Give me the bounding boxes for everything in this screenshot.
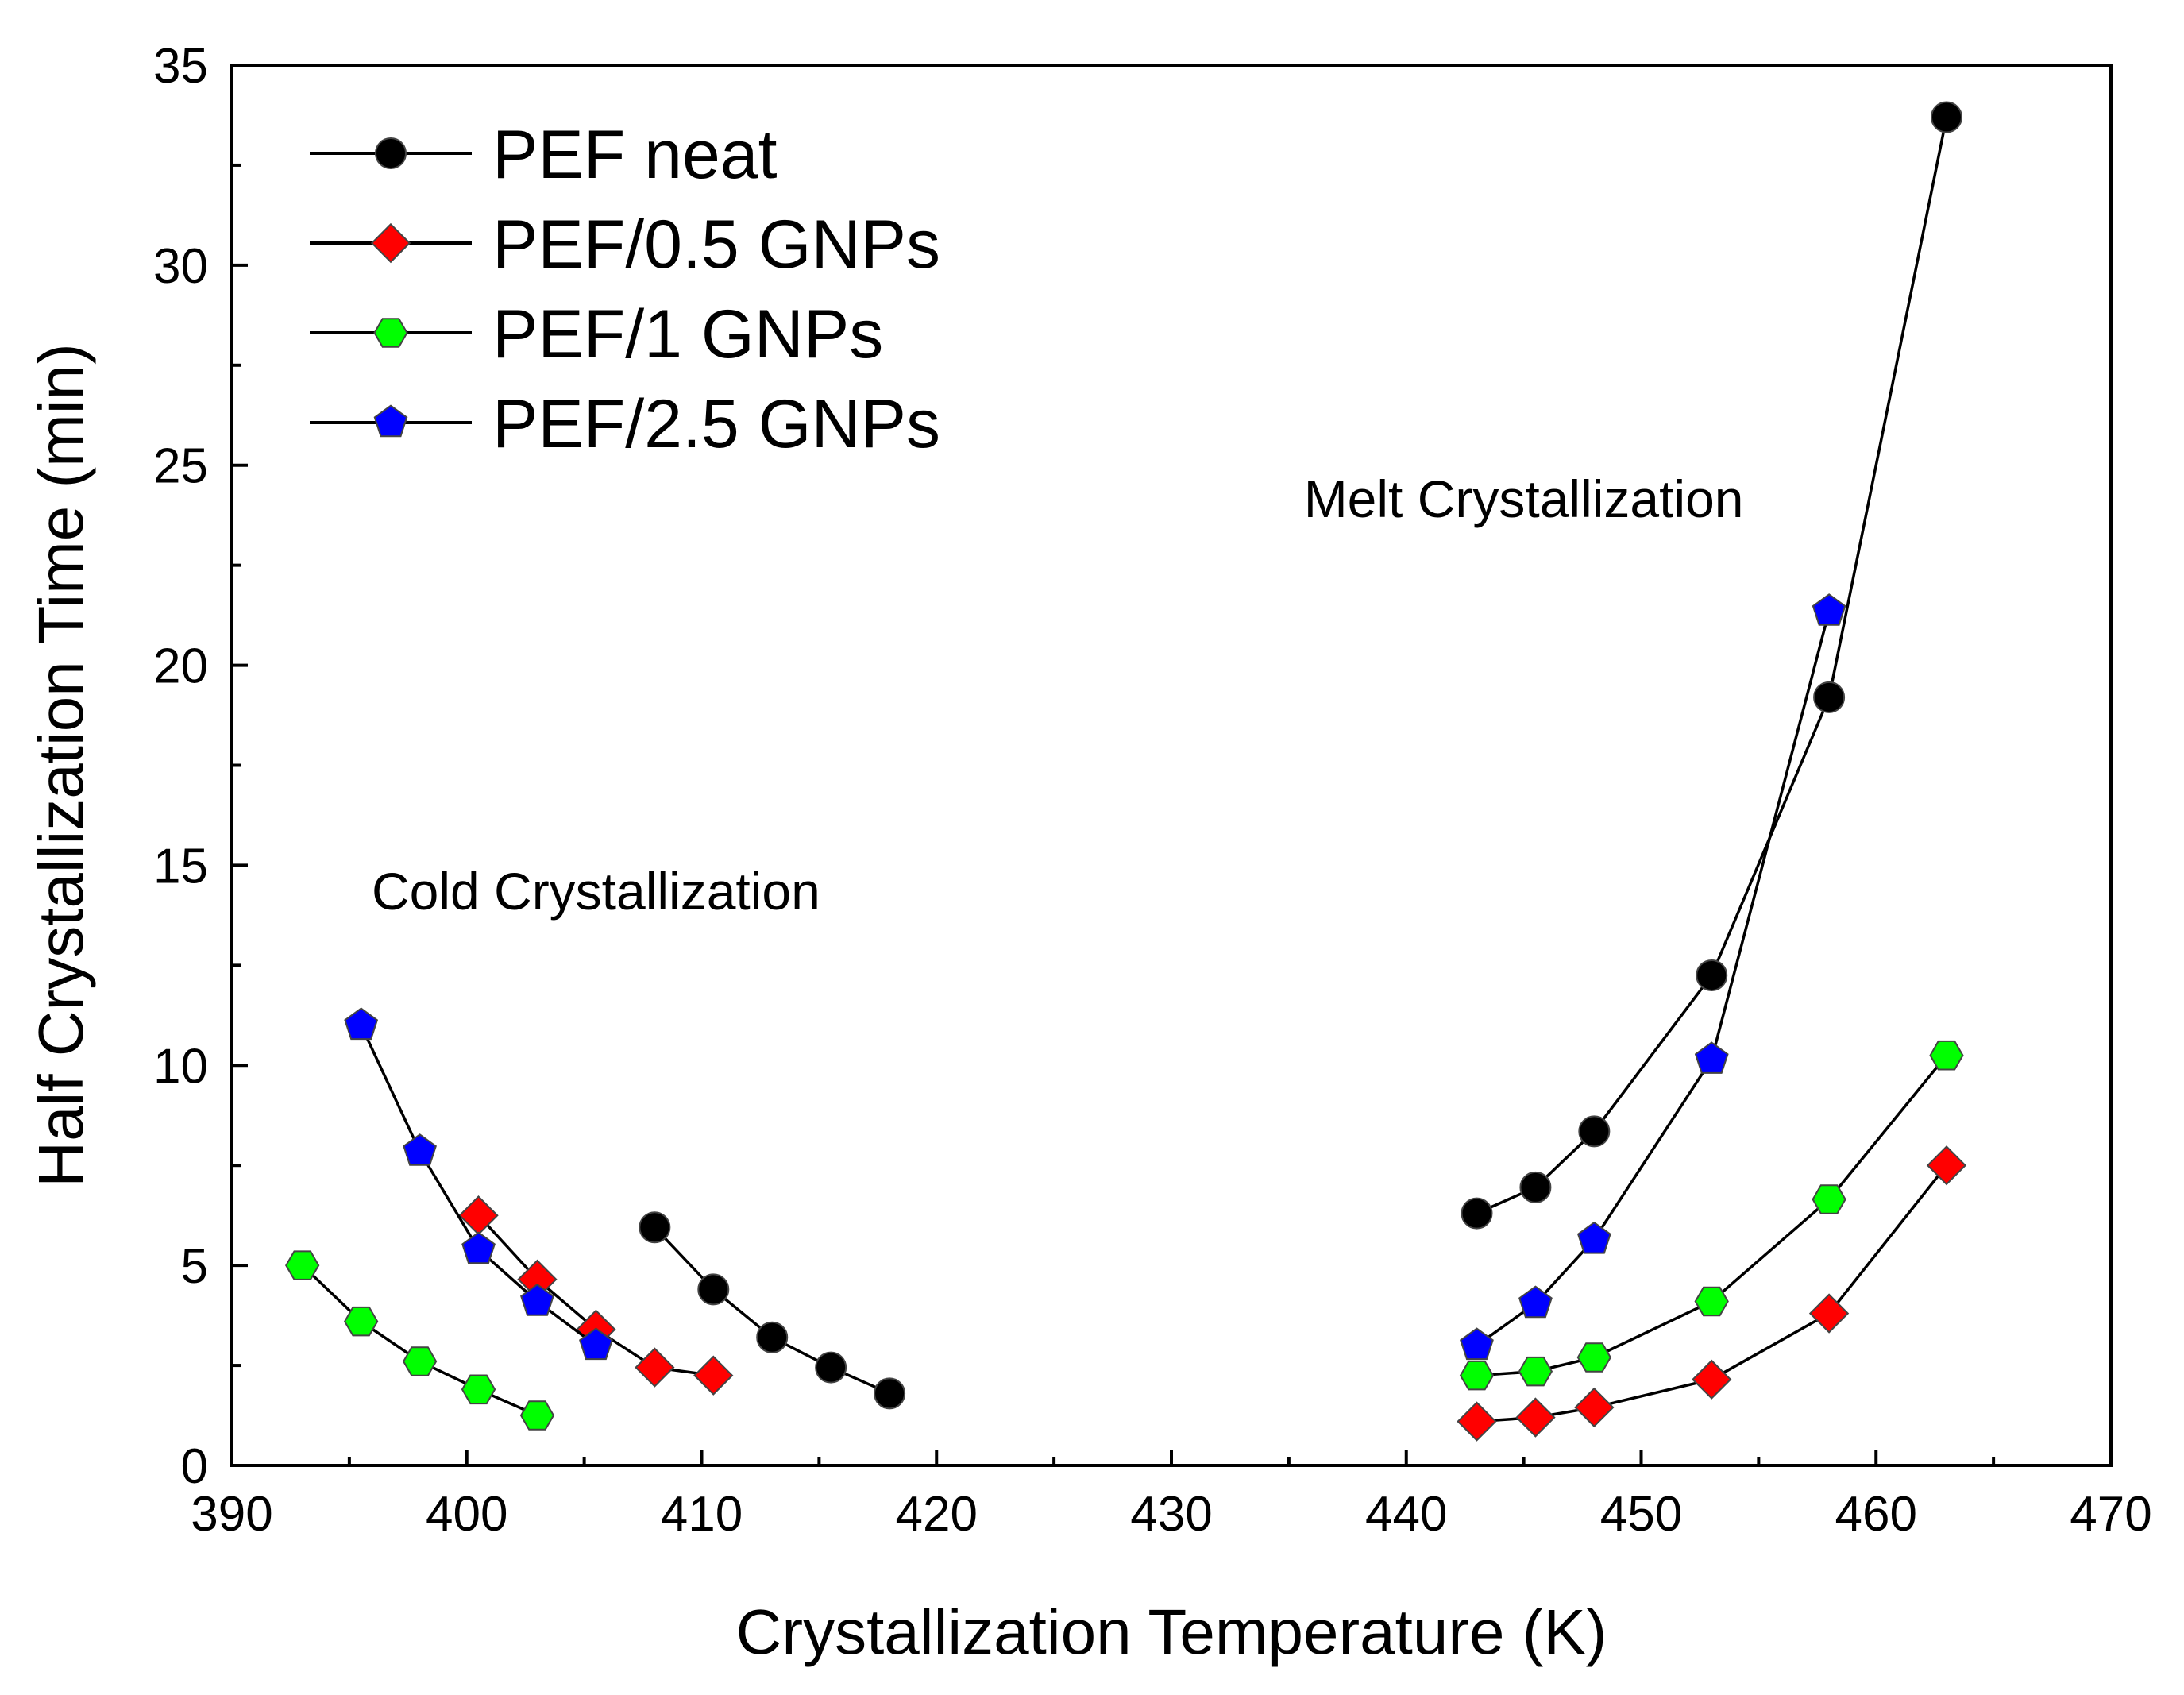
data-point [1574, 1387, 1615, 1428]
y-tick-label: 5 [181, 1239, 208, 1294]
data-point [1929, 1040, 1964, 1071]
data-point [639, 1211, 671, 1244]
data-point [1808, 1293, 1850, 1334]
data-point [579, 1327, 613, 1361]
data-point [693, 1355, 734, 1396]
y-tick-label: 30 [153, 239, 208, 294]
legend-marker [375, 137, 407, 169]
x-tick-label: 410 [661, 1487, 743, 1542]
data-point [1576, 1221, 1611, 1254]
legend-item: PEF neat [310, 117, 778, 193]
data-point [815, 1351, 847, 1384]
x-tick-label: 400 [426, 1487, 507, 1542]
x-tick-label: 460 [1835, 1487, 1917, 1542]
legend-item: PEF/2.5 GNPs [310, 386, 940, 462]
y-axis-title: Half Crystallization Time (min) [25, 343, 96, 1187]
legend-marker [370, 222, 411, 264]
y-tick-label: 10 [153, 1039, 208, 1094]
data-point [1515, 1397, 1556, 1438]
legend-item: PEF/1 GNPs [310, 296, 883, 373]
data-point [1518, 1356, 1553, 1387]
y-tick-label: 25 [153, 439, 208, 494]
x-axis-title: Crystallization Temperature (K) [736, 1597, 1607, 1667]
data-point [519, 1400, 555, 1431]
legend-marker [373, 318, 408, 348]
data-point [1460, 1327, 1494, 1361]
legend-label: PEF/2.5 GNPs [492, 386, 940, 462]
data-point [635, 1347, 675, 1388]
data-point [403, 1133, 437, 1166]
legend-marker [373, 404, 408, 438]
x-tick-label: 440 [1365, 1487, 1447, 1542]
data-point [1519, 1171, 1552, 1203]
y-tick-label: 15 [153, 839, 208, 894]
data-point [402, 1346, 438, 1376]
data-point [1694, 1041, 1729, 1074]
x-tick-label: 430 [1130, 1487, 1212, 1542]
data-point [1576, 1342, 1612, 1373]
legend-label: PEF/1 GNPs [492, 296, 883, 373]
x-tick-label: 420 [896, 1487, 978, 1542]
series-pef-2-5-gnps [344, 593, 1846, 1361]
data-point [1813, 681, 1846, 713]
axes: 390 400 410 420 430 440 450 460 470 0 5 10 15 20 25 30 3… [153, 39, 2152, 1542]
legend: PEF neat PEF/0.5 GNPs PEF/1 GNPs PEF/2.5 GN… [310, 117, 940, 462]
data-point [874, 1377, 906, 1410]
data-point [1694, 1286, 1729, 1317]
annotation-label: Cold Crystallization [372, 862, 820, 921]
legend-item: PEF/0.5 GNPs [310, 207, 940, 283]
data-point [343, 1306, 379, 1337]
series-pef-1-gnps [285, 1040, 1964, 1431]
data-point [1461, 1197, 1493, 1230]
data-point [1578, 1115, 1611, 1148]
data-point [285, 1250, 320, 1280]
data-point [1812, 593, 1846, 626]
x-tick-label: 450 [1600, 1487, 1682, 1542]
legend-label: PEF neat [492, 117, 778, 193]
y-tick-label: 35 [153, 39, 208, 94]
data-point [756, 1321, 789, 1353]
data-point [461, 1374, 496, 1405]
data-point [1930, 101, 1962, 133]
data-point [1692, 1359, 1732, 1400]
series-pef-neat [639, 101, 1962, 1410]
data-point [1696, 959, 1728, 991]
y-tick-label: 0 [181, 1439, 208, 1494]
annotation-label: Melt Crystallization [1304, 469, 1744, 528]
x-tick-label: 390 [191, 1487, 272, 1542]
legend-label: PEF/0.5 GNPs [492, 207, 940, 283]
data-point [461, 1231, 496, 1264]
data-point [697, 1273, 730, 1306]
data-point [1926, 1145, 1967, 1186]
x-tick-label: 470 [2070, 1487, 2151, 1542]
y-tick-label: 20 [153, 639, 208, 694]
data-series [285, 101, 1967, 1442]
data-point [1459, 1360, 1495, 1391]
data-point [1812, 1184, 1846, 1214]
data-point [520, 1283, 554, 1316]
data-point [344, 1007, 379, 1041]
data-point [1457, 1401, 1497, 1442]
data-point [1518, 1285, 1553, 1319]
annotations: Cold Crystallization Melt Crystallization [372, 469, 1744, 921]
